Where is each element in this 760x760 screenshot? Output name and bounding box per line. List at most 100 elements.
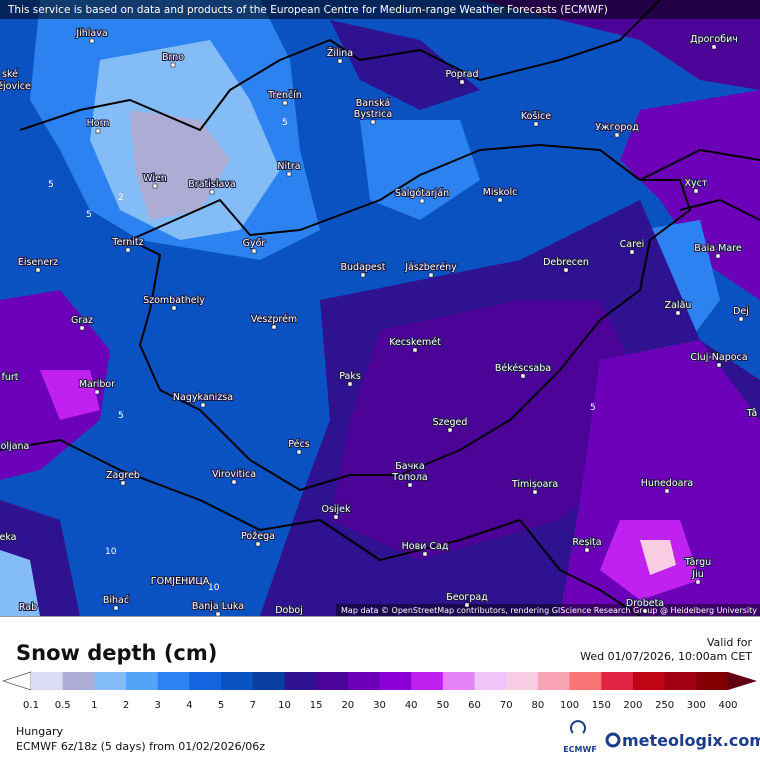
legend-label: 5	[218, 700, 224, 711]
place-marker	[271, 324, 277, 330]
place-marker	[412, 347, 418, 353]
legend-label: 40	[405, 700, 418, 711]
place-label: Maribor	[79, 379, 115, 390]
place-label: Trenčín	[267, 90, 302, 101]
brand[interactable]: meteologix.com	[622, 731, 760, 750]
place-label: Virovitica	[212, 469, 256, 480]
place-label: Pécs	[288, 439, 309, 450]
place-label: ějovice	[0, 81, 31, 92]
contour-label: 5	[48, 180, 54, 190]
place-label: Нови Сад	[402, 541, 449, 552]
place-label: Veszprém	[251, 314, 297, 325]
legend-label: 2	[123, 700, 129, 711]
place-label: Carei	[620, 239, 645, 250]
valid-label: Valid for	[707, 636, 753, 649]
place-marker	[464, 602, 470, 608]
legend-label: 20	[341, 700, 354, 711]
legend-label: 150	[592, 700, 611, 711]
place-marker	[125, 247, 131, 253]
place-marker	[94, 389, 100, 395]
legend-label: 80	[532, 700, 545, 711]
legend-swatch	[126, 672, 159, 690]
legend-label: 0.5	[55, 700, 71, 711]
contour-label: 5	[118, 411, 124, 421]
place-label: ГОМЈЕНИЦА	[151, 576, 210, 587]
place-marker	[286, 171, 292, 177]
place-label: Osijek	[321, 504, 351, 515]
place-label: Banská	[356, 98, 390, 109]
place-label: Rab	[19, 602, 37, 613]
place-marker	[171, 305, 177, 311]
place-marker	[209, 189, 215, 195]
legend-title: Snow depth (cm)	[16, 641, 217, 665]
place-label: Horn	[87, 118, 110, 129]
legend-label: 250	[655, 700, 674, 711]
place-marker	[428, 272, 434, 278]
place-label: Salgótarján	[395, 188, 449, 199]
place-marker	[360, 272, 366, 278]
legend-swatch	[31, 672, 64, 690]
place-marker	[563, 267, 569, 273]
legend-swatch	[569, 672, 602, 690]
place-marker	[693, 188, 699, 194]
place-label: Poprad	[446, 69, 479, 80]
place-labels: Jihlava Brno Žilina Poprad Дрогобич skéějovic…	[0, 27, 758, 621]
model-info: ECMWF 6z/18z (5 days) from 01/02/2026/06…	[16, 740, 265, 753]
legend-label: 4	[186, 700, 192, 711]
contour-label: 10	[208, 583, 220, 593]
legend-swatch	[94, 672, 127, 690]
place-label: Doboj	[275, 605, 303, 616]
place-label: Tâ	[746, 408, 758, 419]
legend-swatch	[316, 672, 349, 690]
place-marker	[255, 541, 261, 547]
legend-swatch	[632, 672, 666, 690]
place-marker	[282, 100, 288, 106]
attribution: Map data © OpenStreetMap contributors, r…	[341, 606, 757, 615]
legend-swatch	[537, 672, 571, 690]
place-label: ské	[2, 69, 18, 80]
place-marker	[251, 248, 257, 254]
legend-arrow	[728, 672, 757, 690]
place-label: Banja Luka	[192, 601, 244, 612]
place-label: Budapest	[341, 262, 386, 273]
place-label: Žilina	[327, 47, 353, 59]
header-notice: This service is based on data and produc…	[7, 4, 608, 16]
legend-label: 100	[560, 700, 579, 711]
map	[0, 0, 760, 617]
place-marker	[231, 479, 237, 485]
header-band	[0, 0, 760, 19]
legend-swatch	[474, 672, 507, 690]
place-label: Szombathely	[143, 295, 205, 306]
place-label: Békéscsaba	[495, 363, 551, 374]
place-marker	[419, 198, 425, 204]
place-label: Cluj-Napoca	[690, 352, 747, 363]
place-label: Jihlava	[75, 28, 107, 39]
place-label: Ternitz	[111, 237, 143, 248]
region: Hungary	[16, 725, 63, 738]
place-marker	[333, 514, 339, 520]
place-marker	[95, 128, 101, 134]
place-label: Ужгород	[595, 122, 639, 133]
place-label: Drobeta	[626, 598, 664, 609]
legend-swatch	[347, 672, 380, 690]
place-label: Reșița	[572, 537, 601, 548]
place-label: furt	[2, 372, 19, 383]
legend-label: 7	[250, 700, 256, 711]
place-marker	[120, 480, 126, 486]
place-label: Miskolc	[483, 187, 518, 198]
place-label: Дрогобич	[690, 34, 738, 45]
place-marker	[520, 373, 526, 379]
place-marker	[200, 402, 206, 408]
contour-label: 5	[282, 118, 288, 128]
ecmwf-icon	[570, 720, 586, 734]
place-marker	[629, 249, 635, 255]
place-marker	[497, 197, 503, 203]
ecmwf-logo: ECMWF	[563, 745, 597, 754]
legend-label: 70	[500, 700, 513, 711]
legend-swatch	[664, 672, 697, 690]
place-label: Jiu	[691, 569, 703, 580]
place-marker	[113, 605, 119, 611]
place-label: Požega	[241, 531, 275, 542]
place-marker	[152, 183, 158, 189]
